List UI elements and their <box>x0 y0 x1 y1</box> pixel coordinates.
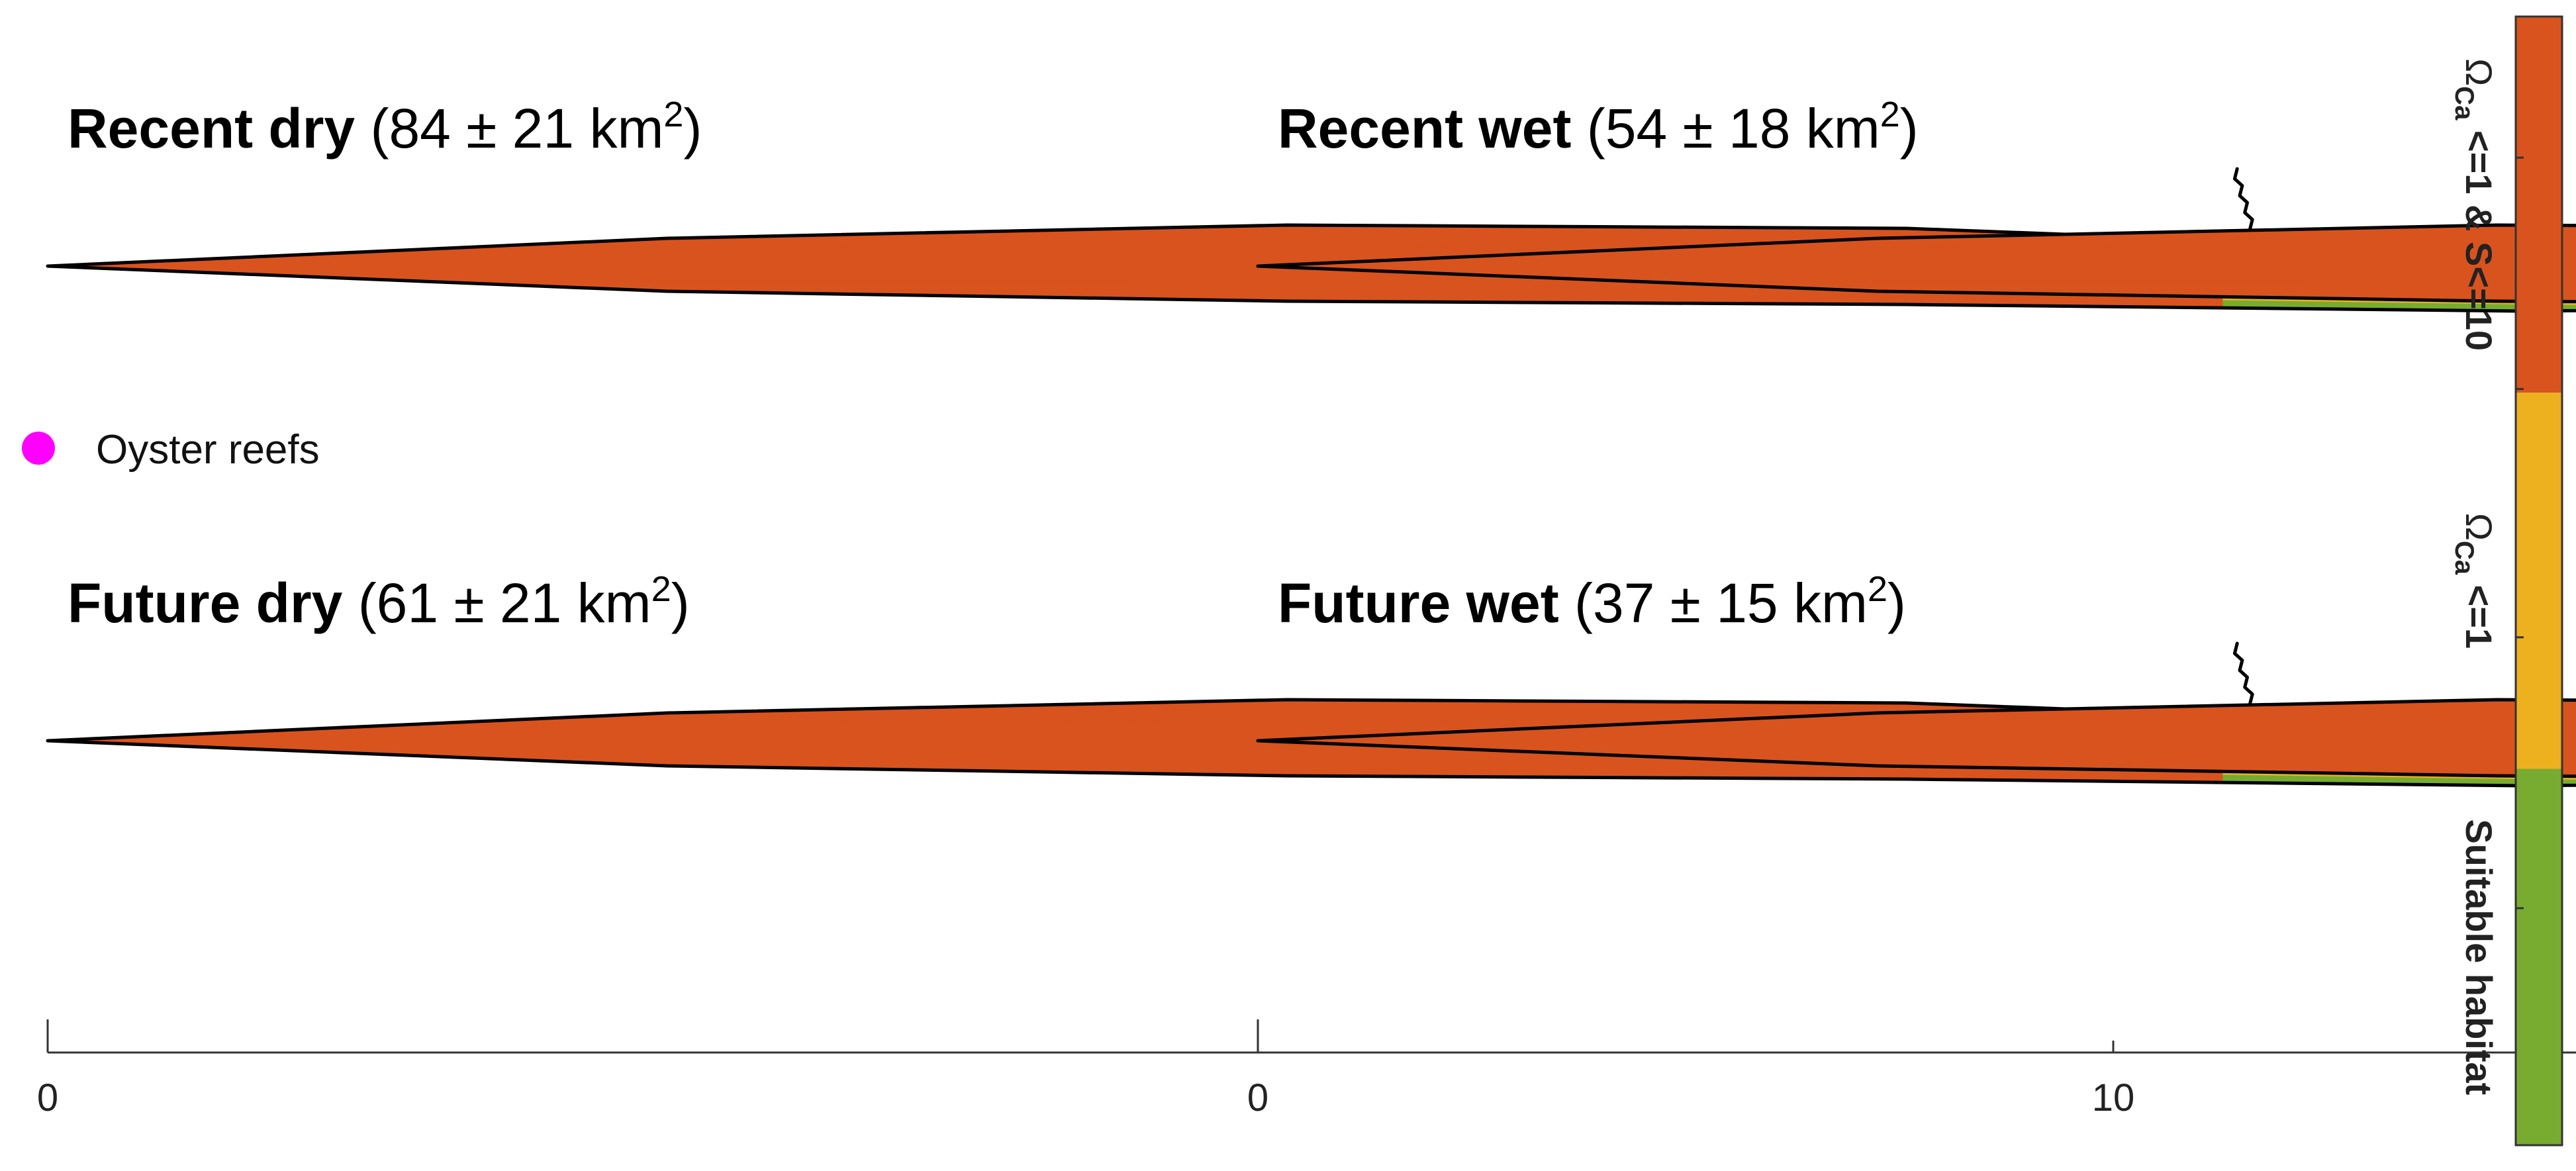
panel-title-exponent: 2 <box>1868 569 1887 609</box>
panel-title: Future wet (37 ± 15 km2) <box>1278 569 1906 634</box>
panel-title-close: ) <box>671 572 690 634</box>
axis-tick-label: 0 <box>37 1076 58 1119</box>
colorbar-condition: <=1 <box>2458 575 2500 649</box>
panel-title-close: ) <box>1900 97 1919 160</box>
panel-title-area: (84 ± 21 km <box>355 97 663 160</box>
axis-tick-label: 10 <box>2092 1076 2135 1119</box>
panel-title-exponent: 2 <box>651 569 671 609</box>
panel-title-scenario: Recent dry <box>68 97 355 160</box>
axis-tick-label: 0 <box>1247 1076 1268 1119</box>
oyster-reef-legend-label: Oyster reefs <box>96 427 320 473</box>
colorbar-subscript: Ca <box>2450 86 2479 120</box>
colorbar-condition: <=1 & S<=10 <box>2458 120 2500 351</box>
panel-title-area: (37 ± 15 km <box>1559 572 1868 634</box>
panel-title-scenario: Recent wet <box>1278 97 1571 160</box>
panel-title-exponent: 2 <box>663 95 683 134</box>
panel-title: Recent dry (84 ± 21 km2) <box>68 95 702 160</box>
colorbar-subscript: Ca <box>2450 541 2479 575</box>
panel-title-scenario: Future dry <box>68 572 343 634</box>
distance-axes: 01020304050Distance from West Point (km)… <box>37 1019 2576 1168</box>
oyster-reef-legend-marker <box>22 432 55 465</box>
low-salinity-undersaturated-zone <box>21 475 2222 938</box>
colorbar-omega: Ω <box>2458 58 2500 86</box>
panel-title-area: (54 ± 18 km <box>1571 97 1880 160</box>
panel-title: Future dry (61 ± 21 km2) <box>68 569 690 634</box>
reef-legend: Oyster reefs <box>22 427 320 473</box>
low-salinity-undersaturated-zone <box>21 0 2222 463</box>
colorbar-segment <box>2516 17 2562 393</box>
panel-title-exponent: 2 <box>1880 95 1900 134</box>
panel-title-scenario: Future wet <box>1278 572 1559 634</box>
panel-title-close: ) <box>1887 572 1906 634</box>
colorbar-label: Suitable habitat <box>2458 819 2500 1095</box>
x-axis-right: 01020304050Distance from West Point (km) <box>1247 1019 2576 1168</box>
colorbar-label: ΩCa <=1 <box>2450 513 2500 649</box>
colorbar-condition: Suitable habitat <box>2458 819 2500 1095</box>
colorbar-omega: Ω <box>2458 513 2500 541</box>
panel-title: Recent wet (54 ± 18 km2) <box>1278 95 1919 160</box>
colorbar-segment <box>2516 769 2562 1145</box>
panel-title-area: (61 ± 21 km <box>342 572 651 634</box>
map-panels: Recent dry (84 ± 21 km2) Recent wet (54 ±… <box>21 0 2576 938</box>
panel-title-close: ) <box>683 97 702 160</box>
colorbar-segment <box>2516 393 2562 769</box>
x-axis-left: 01020304050Distance from West Point (km) <box>37 1019 2576 1168</box>
